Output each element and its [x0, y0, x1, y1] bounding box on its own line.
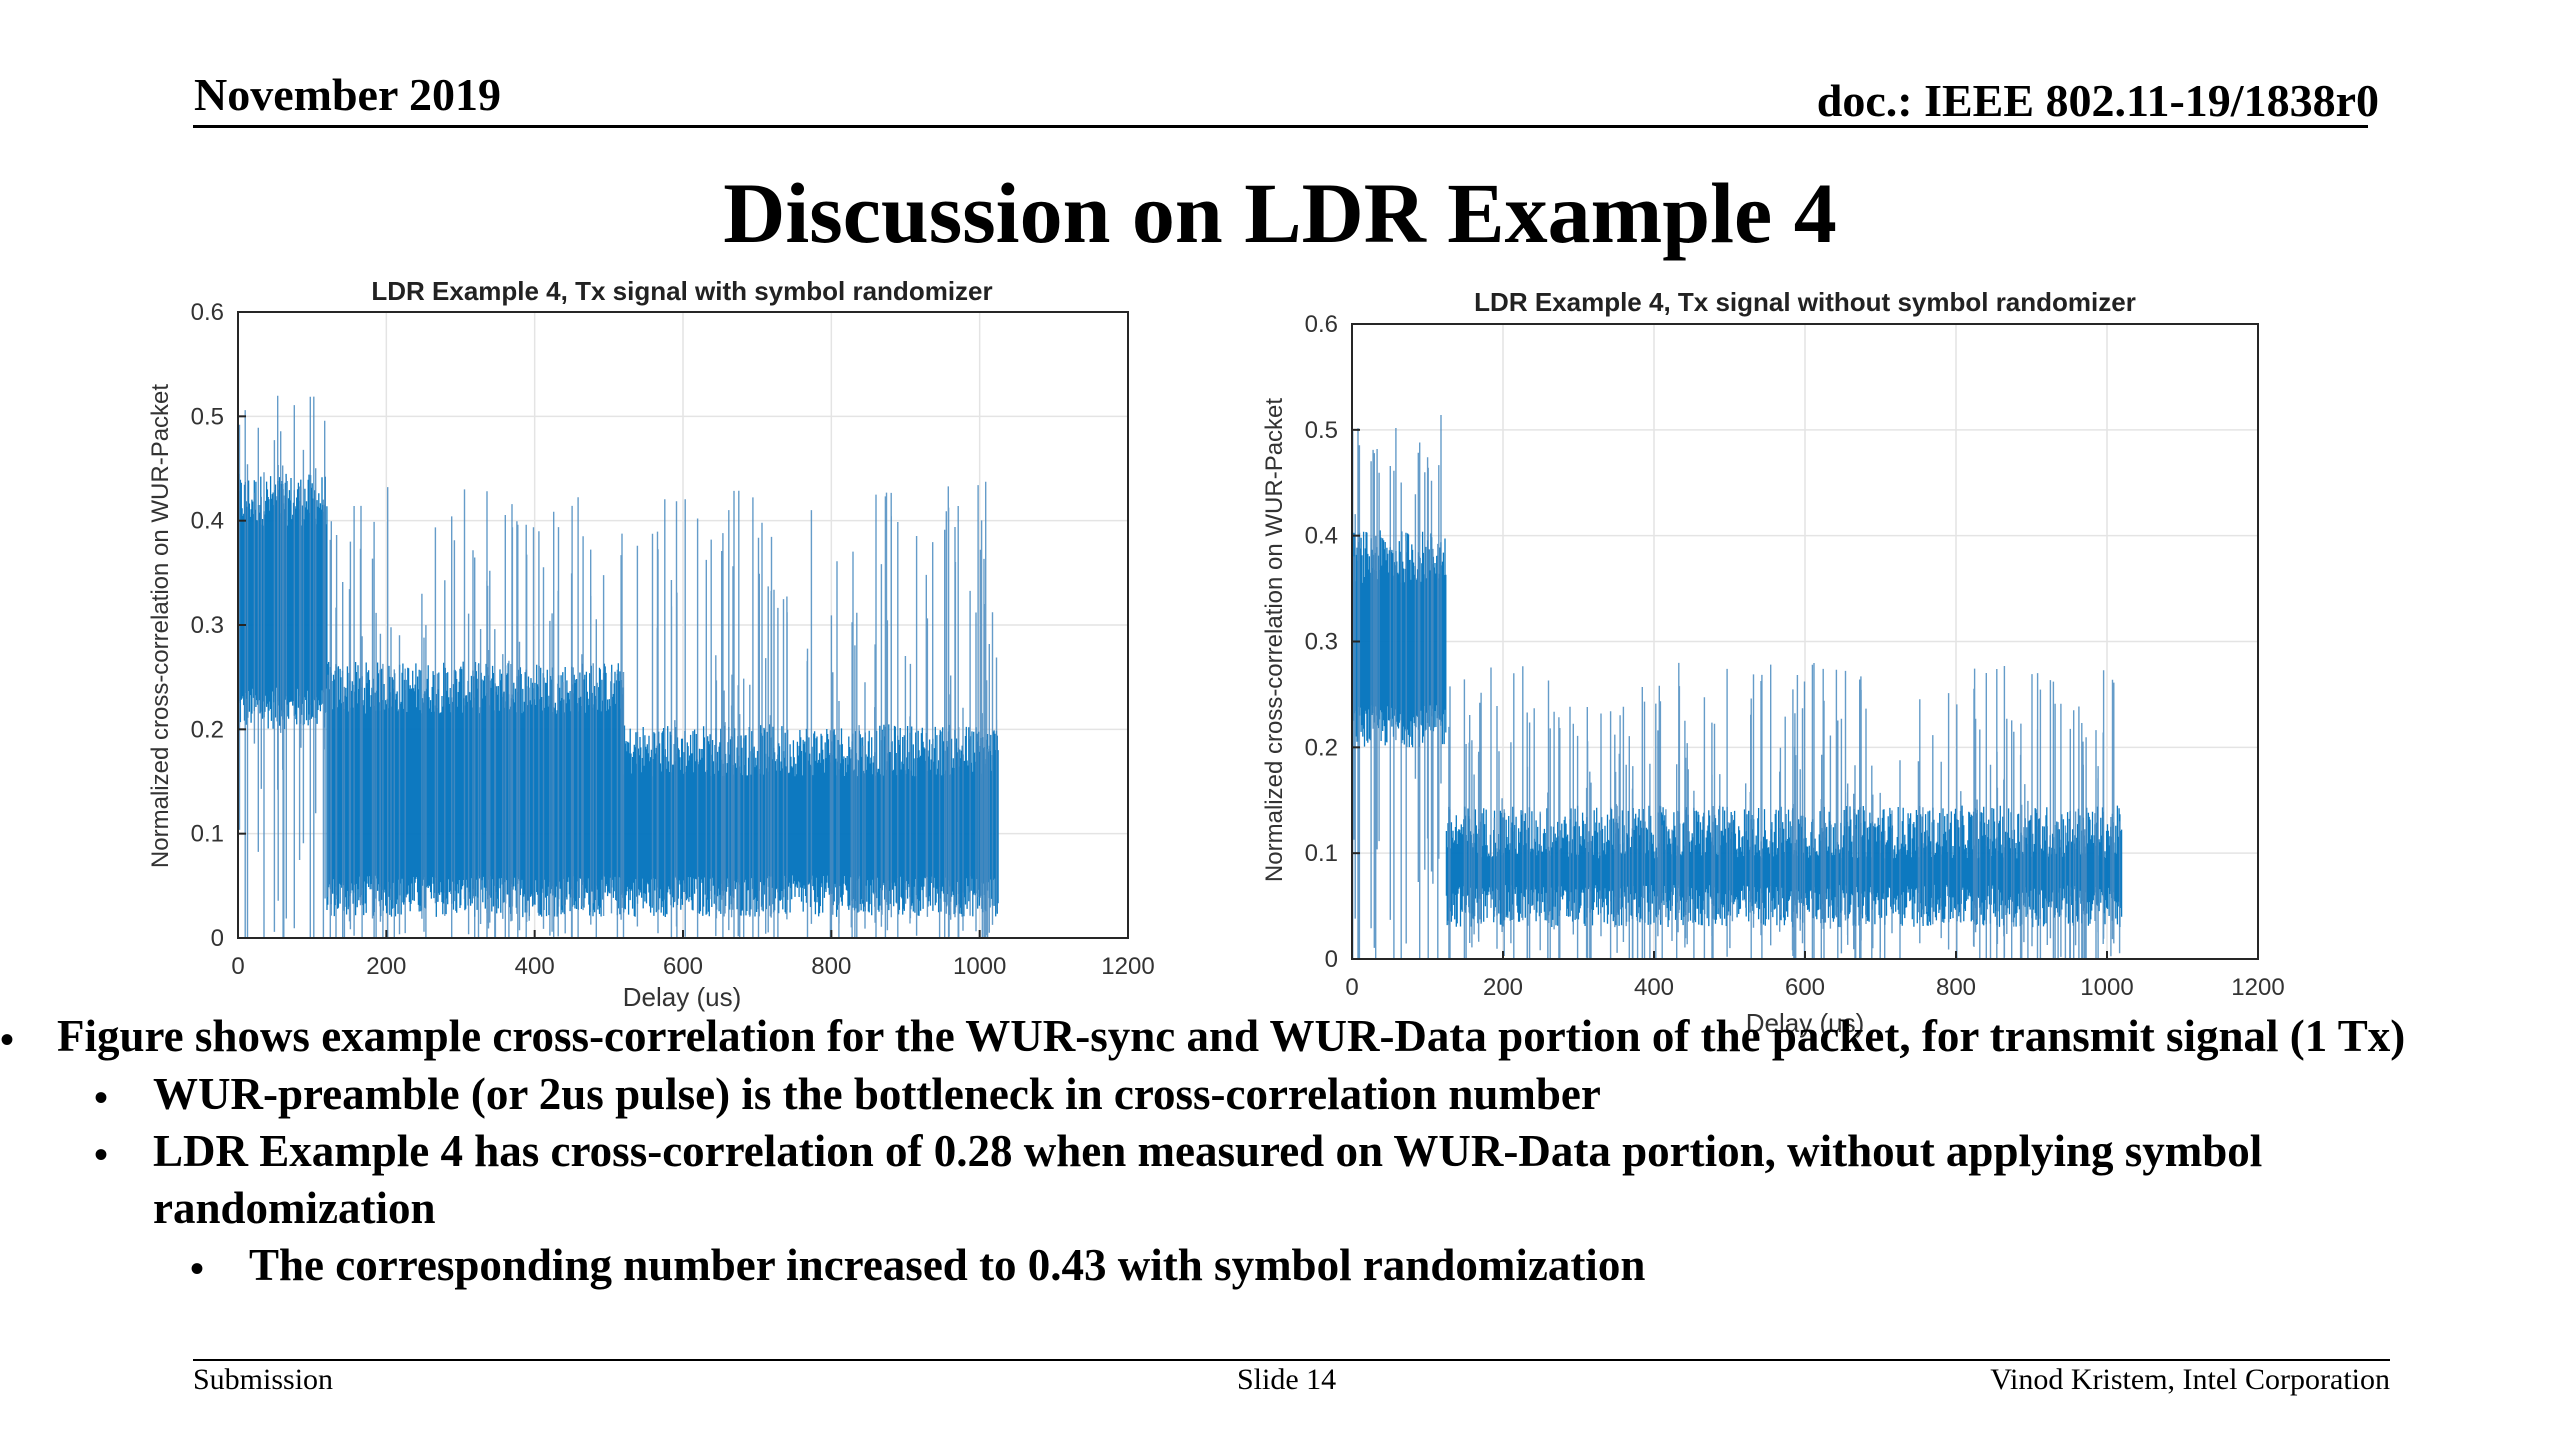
x-tick-label: 800: [811, 953, 851, 980]
y-tick-label: 0.4: [1305, 523, 1338, 550]
bullet-marker: •: [94, 1132, 109, 1177]
y-tick-label: 0.6: [191, 299, 224, 326]
x-tick-label: 0: [231, 953, 244, 980]
y-tick-label: 0.3: [191, 612, 224, 639]
slide-title: Discussion on LDR Example 4: [723, 165, 1837, 261]
plot-area: 0 200 400 600 800 1000 1200 0 0.1 0.2 0.3 0.4 0.5 0.6: [1305, 311, 2285, 1001]
x-tick-label: 0: [1345, 974, 1358, 1001]
chart-without-randomizer: LDR Example 4, Tx signal without symbol …: [1261, 287, 2285, 1038]
bullet-marker: •: [190, 1246, 205, 1291]
x-axis-label: Delay (us): [1746, 1008, 1864, 1038]
header-doc-id: doc.: IEEE 802.11-19/1838r0: [1816, 75, 2379, 126]
y-tick-label: 0.1: [191, 821, 224, 848]
y-tick-label: 0.5: [191, 403, 224, 430]
bullet-item: LDR Example 4 has cross-correlation of 0…: [153, 1126, 2263, 1176]
y-tick-label: 0.2: [191, 716, 224, 743]
chart-with-randomizer: LDR Example 4, Tx signal with symbol ran…: [147, 276, 1155, 1012]
header-date: November 2019: [194, 69, 502, 120]
y-tick-label: 0: [1325, 946, 1338, 973]
series-spikes: [1352, 415, 2121, 959]
plot-area: 0 200 400 600 800 1000 1200 0 0.1 0.2 0.3 0.4 0.5 0.6: [191, 299, 1155, 980]
series-spikes: [238, 395, 998, 938]
x-tick-label: 200: [1483, 974, 1523, 1001]
x-tick-label: 600: [663, 953, 703, 980]
x-axis-label: Delay (us): [623, 982, 741, 1012]
x-tick-label: 200: [366, 953, 406, 980]
bullet-item: Figure shows example cross-correlation f…: [57, 1011, 2406, 1061]
x-tick-label: 400: [1634, 974, 1674, 1001]
x-tick-label: 1000: [2080, 974, 2133, 1001]
bullet-item: WUR-preamble (or 2us pulse) is the bottl…: [153, 1069, 1601, 1119]
y-tick-label: 0.1: [1305, 840, 1338, 867]
y-axis-label: Normalized cross-correlation on WUR-Pack…: [1261, 398, 1288, 882]
chart-title: LDR Example 4, Tx signal with symbol ran…: [371, 276, 992, 306]
footer-author: Vinod Kristem, Intel Corporation: [1990, 1363, 2390, 1396]
x-tick-label: 1000: [953, 953, 1006, 980]
footer-divider: [193, 1359, 2390, 1361]
x-tick-label: 1200: [1101, 953, 1154, 980]
x-tick-label: 600: [1785, 974, 1825, 1001]
y-tick-label: 0.4: [191, 508, 224, 535]
y-tick-label: 0.5: [1305, 417, 1338, 444]
header-divider: [193, 125, 2368, 128]
footer-submission: Submission: [193, 1363, 334, 1396]
bullet-item-continued: randomization: [153, 1183, 436, 1233]
y-tick-label: 0.6: [1305, 311, 1338, 338]
x-tick-label: 800: [1936, 974, 1976, 1001]
y-tick-label: 0: [211, 925, 224, 952]
x-tick-label: 1200: [2231, 974, 2284, 1001]
bullet-marker: •: [94, 1075, 109, 1120]
y-tick-label: 0.3: [1305, 629, 1338, 656]
chart-title: LDR Example 4, Tx signal without symbol …: [1474, 287, 2136, 317]
footer-slide-number: Slide 14: [1237, 1363, 1337, 1396]
bullet-marker: •: [0, 1017, 15, 1062]
y-tick-label: 0.2: [1305, 734, 1338, 761]
y-axis-label: Normalized cross-correlation on WUR-Pack…: [147, 384, 174, 868]
bullet-item: The corresponding number increased to 0.…: [249, 1240, 1646, 1290]
x-tick-label: 400: [515, 953, 555, 980]
